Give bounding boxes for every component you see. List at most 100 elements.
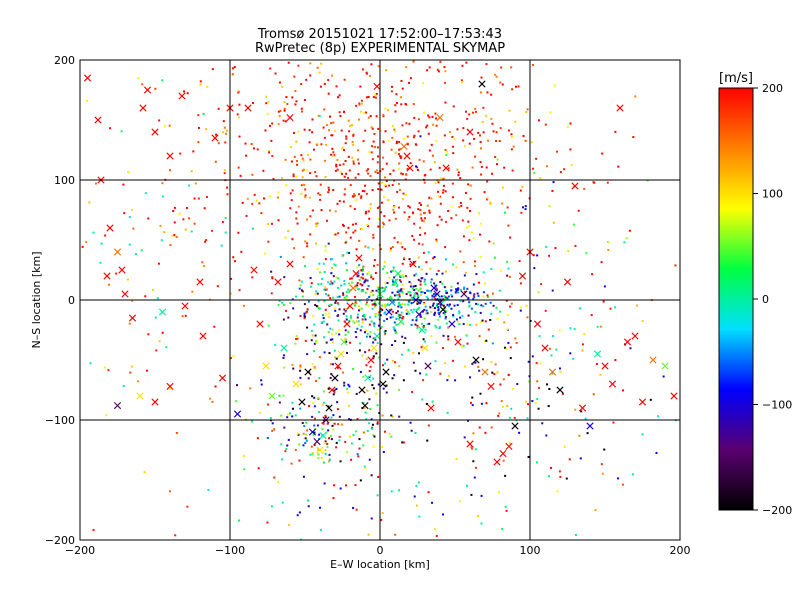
data-point-dot	[324, 249, 327, 252]
data-point-dot	[235, 400, 238, 403]
data-point-dot	[269, 67, 272, 70]
data-point-dot	[434, 112, 437, 115]
data-point-dot	[408, 215, 411, 218]
data-point-dot	[439, 202, 442, 205]
data-point-dot	[323, 108, 326, 111]
data-point-dot	[393, 128, 396, 131]
data-point-dot	[370, 274, 373, 277]
data-point-dot	[376, 342, 379, 345]
data-point-dot	[385, 162, 388, 165]
data-point-dot	[360, 307, 363, 310]
data-point-dot	[338, 439, 341, 442]
data-point-dot	[407, 303, 410, 306]
data-point-dot	[282, 119, 285, 122]
data-point-dot	[300, 83, 303, 86]
data-point-dot	[365, 303, 368, 306]
data-point-dot	[324, 245, 327, 248]
data-point-dot	[283, 107, 286, 110]
data-point-dot	[330, 272, 333, 275]
data-point-dot	[327, 429, 330, 432]
data-point-cross	[158, 308, 167, 316]
data-point-dot	[391, 136, 394, 139]
data-point-cross	[262, 362, 270, 370]
data-point-dot	[412, 60, 415, 63]
data-point-dot	[266, 521, 269, 524]
data-point-dot	[380, 188, 383, 191]
data-point-dot	[417, 278, 420, 281]
data-point-dot	[381, 304, 384, 307]
data-point-dot	[386, 358, 389, 361]
data-point-dot	[420, 346, 423, 349]
data-point-dot	[339, 487, 342, 490]
data-point-dot	[388, 432, 391, 435]
data-point-dot	[127, 170, 130, 173]
data-point-dot	[389, 316, 392, 319]
data-point-dot	[466, 342, 469, 345]
data-point-dot	[333, 263, 336, 266]
data-point-dot	[419, 302, 422, 305]
data-point-dot	[273, 476, 276, 479]
data-point-dot	[226, 193, 229, 196]
data-point-dot	[478, 212, 481, 215]
data-point-dot	[422, 82, 425, 85]
data-point-dot	[339, 460, 342, 463]
data-point-dot	[134, 253, 137, 256]
data-point-dot	[484, 114, 487, 117]
data-point-dot	[223, 126, 226, 129]
data-point-dot	[495, 306, 498, 309]
data-point-dot	[426, 312, 429, 315]
data-point-dot	[437, 311, 440, 314]
data-point-cross	[466, 440, 474, 448]
data-point-dot	[325, 341, 328, 344]
data-point-dot	[498, 140, 501, 143]
data-point-dot	[437, 292, 440, 295]
data-point-dot	[301, 110, 304, 113]
data-point-dot	[409, 291, 412, 294]
data-point-dot	[252, 147, 255, 150]
data-point-dot	[603, 285, 606, 288]
data-point-dot	[455, 318, 458, 321]
data-point-dot	[350, 281, 353, 284]
data-point-dot	[447, 298, 450, 301]
data-points	[81, 60, 678, 540]
data-point-dot	[431, 306, 434, 309]
data-point-dot	[450, 307, 453, 310]
data-point-dot	[345, 484, 348, 487]
data-point-dot	[324, 441, 327, 444]
grid-lines	[80, 60, 680, 540]
data-point-cross	[181, 302, 189, 310]
data-point-dot	[318, 410, 321, 413]
data-point-dot	[434, 182, 437, 185]
data-point-dot	[343, 149, 346, 152]
data-point-dot	[324, 416, 327, 419]
data-point-dot	[364, 129, 367, 132]
data-point-dot	[278, 81, 281, 84]
data-point-dot	[430, 335, 433, 338]
data-point-dot	[385, 384, 388, 387]
data-point-dot	[128, 216, 131, 219]
data-point-cross	[268, 392, 276, 400]
data-point-dot	[347, 226, 350, 229]
data-point-dot	[347, 404, 350, 407]
data-point-dot	[330, 267, 333, 270]
data-point-cross	[340, 338, 348, 346]
data-point-dot	[454, 291, 457, 294]
data-point-dot	[502, 459, 505, 462]
data-point-dot	[497, 491, 500, 494]
data-point-dot	[342, 371, 345, 374]
data-point-dot	[540, 283, 543, 286]
data-point-dot	[277, 191, 280, 194]
data-point-dot	[462, 261, 465, 264]
data-point-dot	[158, 340, 161, 343]
data-point-dot	[418, 158, 421, 161]
data-point-dot	[435, 273, 438, 276]
data-point-cross	[631, 332, 639, 340]
data-point-dot	[497, 414, 500, 417]
data-point-dot	[365, 301, 368, 304]
data-point-dot	[391, 246, 394, 249]
data-point-dot	[418, 515, 421, 518]
data-point-dot	[403, 211, 406, 214]
data-point-dot	[413, 262, 416, 265]
data-point-dot	[381, 168, 384, 171]
data-point-dot	[378, 311, 381, 314]
